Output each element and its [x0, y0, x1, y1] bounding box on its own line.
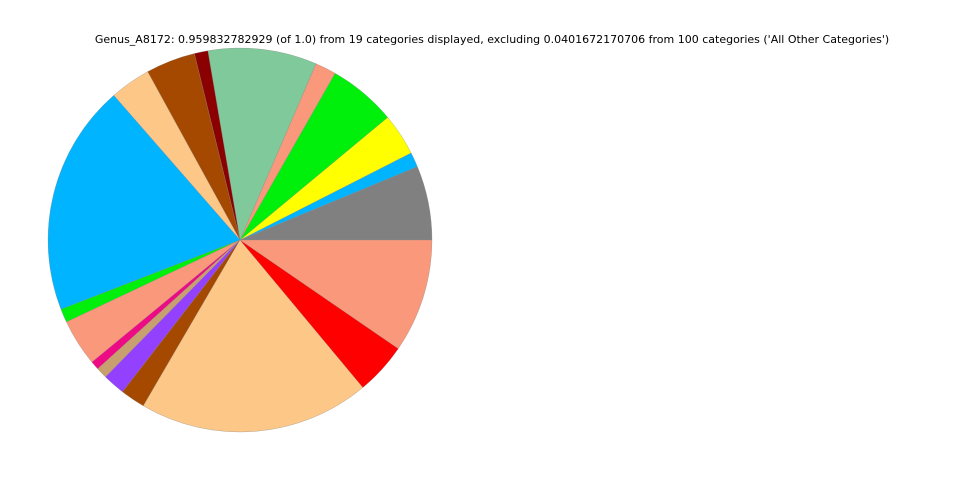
chart-title: Genus_A8172: 0.959832782929 (of 1.0) fro… — [94, 33, 890, 46]
pie-slice-10 — [47, 95, 241, 310]
pie-slice-19 — [239, 239, 433, 349]
pie-slice-17 — [143, 239, 364, 433]
